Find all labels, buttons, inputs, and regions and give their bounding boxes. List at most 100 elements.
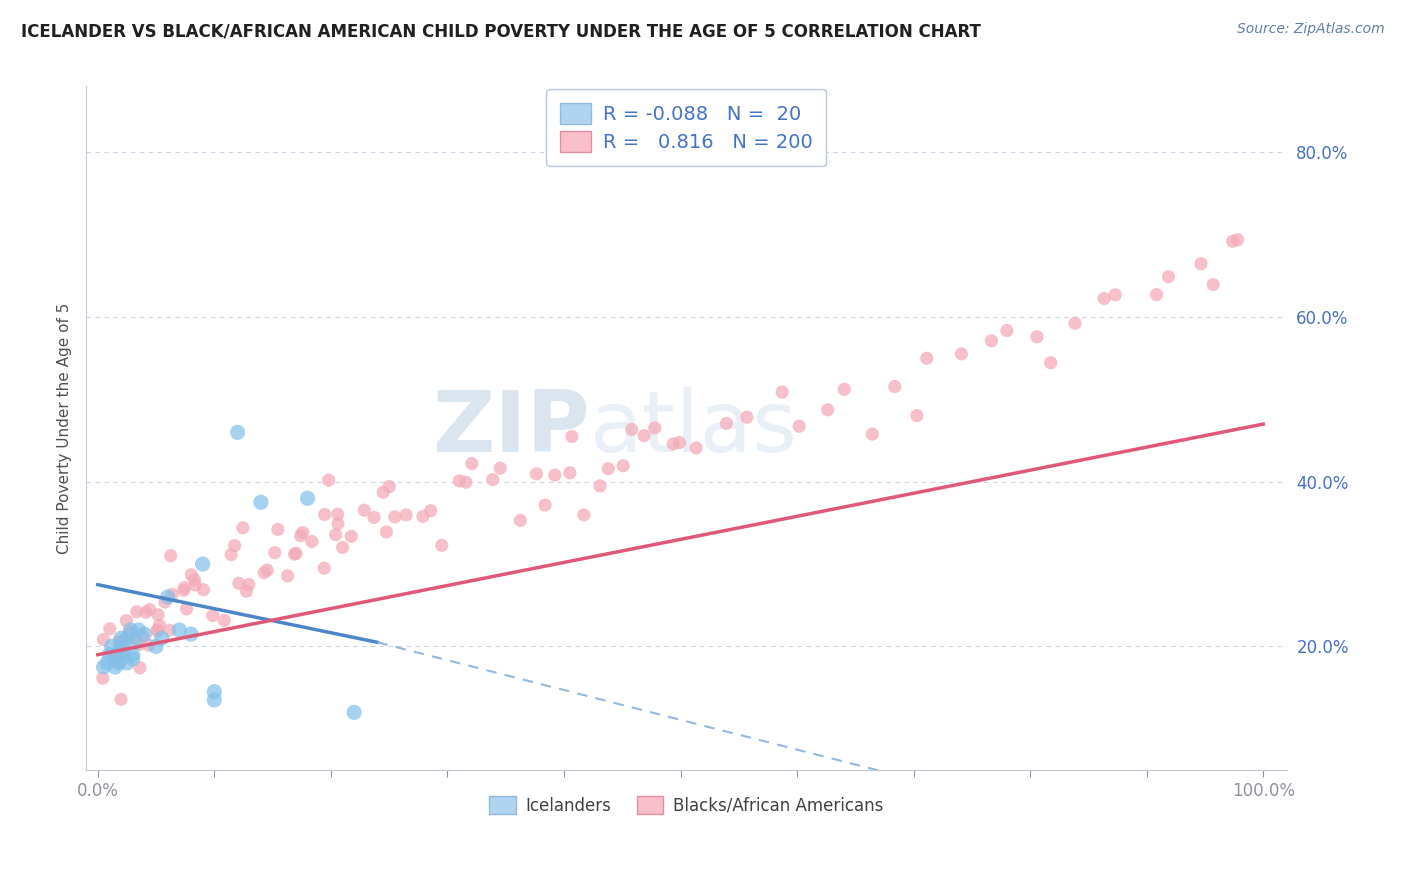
Point bbox=[1092, 292, 1115, 306]
Point bbox=[156, 590, 179, 604]
Point bbox=[318, 473, 340, 487]
Point bbox=[267, 522, 290, 536]
Point bbox=[1157, 269, 1180, 284]
Point bbox=[235, 584, 257, 599]
Point bbox=[325, 527, 347, 541]
Point bbox=[110, 640, 132, 655]
Point bbox=[373, 485, 395, 500]
Point bbox=[1039, 356, 1062, 370]
Point bbox=[572, 508, 595, 522]
Point bbox=[340, 529, 363, 543]
Point bbox=[148, 618, 170, 632]
Point bbox=[228, 576, 250, 591]
Point bbox=[232, 521, 254, 535]
Point bbox=[633, 428, 655, 442]
Point bbox=[183, 573, 205, 587]
Point bbox=[285, 546, 308, 560]
Point bbox=[1202, 277, 1225, 292]
Point bbox=[461, 457, 484, 471]
Point bbox=[1026, 330, 1049, 344]
Point bbox=[950, 347, 973, 361]
Point bbox=[121, 631, 143, 645]
Point bbox=[395, 508, 418, 522]
Point bbox=[526, 467, 548, 481]
Point bbox=[620, 422, 643, 436]
Point bbox=[612, 458, 634, 473]
Point bbox=[111, 641, 134, 656]
Point bbox=[110, 655, 132, 669]
Point bbox=[146, 624, 169, 639]
Point bbox=[662, 437, 685, 451]
Point bbox=[558, 466, 581, 480]
Point bbox=[146, 623, 169, 637]
Point bbox=[363, 510, 385, 524]
Point bbox=[995, 324, 1018, 338]
Point bbox=[860, 427, 883, 442]
Point bbox=[834, 382, 856, 396]
Point bbox=[980, 334, 1002, 348]
Point bbox=[162, 588, 184, 602]
Point bbox=[263, 546, 285, 560]
Text: ICELANDER VS BLACK/AFRICAN AMERICAN CHILD POVERTY UNDER THE AGE OF 5 CORRELATION: ICELANDER VS BLACK/AFRICAN AMERICAN CHIL… bbox=[21, 22, 981, 40]
Point bbox=[314, 561, 336, 575]
Point bbox=[98, 622, 121, 636]
Point bbox=[121, 648, 143, 662]
Point bbox=[138, 638, 160, 652]
Point bbox=[124, 635, 146, 649]
Point bbox=[716, 417, 738, 431]
Point bbox=[332, 541, 354, 555]
Point bbox=[150, 631, 173, 645]
Point bbox=[256, 563, 278, 577]
Point bbox=[290, 529, 312, 543]
Point bbox=[1189, 257, 1212, 271]
Point bbox=[159, 624, 181, 638]
Point bbox=[201, 608, 224, 623]
Point bbox=[1146, 287, 1168, 301]
Point bbox=[353, 503, 375, 517]
Point bbox=[668, 435, 690, 450]
Point bbox=[735, 410, 758, 425]
Point bbox=[384, 510, 406, 524]
Y-axis label: Child Poverty Under the Age of 5: Child Poverty Under the Age of 5 bbox=[58, 302, 72, 554]
Text: ZIP: ZIP bbox=[433, 386, 591, 470]
Point bbox=[129, 661, 152, 675]
Point bbox=[125, 605, 148, 619]
Point bbox=[145, 640, 167, 654]
Point bbox=[176, 602, 198, 616]
Point bbox=[214, 614, 236, 628]
Point bbox=[110, 692, 132, 706]
Text: Source: ZipAtlas.com: Source: ZipAtlas.com bbox=[1237, 22, 1385, 37]
Point bbox=[128, 623, 150, 637]
Point bbox=[883, 379, 905, 393]
Point bbox=[817, 402, 839, 417]
Point bbox=[412, 509, 434, 524]
Point bbox=[314, 508, 336, 522]
Point bbox=[770, 385, 793, 400]
Point bbox=[1104, 287, 1126, 301]
Point bbox=[184, 578, 207, 592]
Legend: Icelanders, Blacks/African Americans: Icelanders, Blacks/African Americans bbox=[481, 788, 891, 823]
Point bbox=[169, 623, 191, 637]
Point bbox=[283, 547, 305, 561]
Point bbox=[115, 614, 138, 628]
Point bbox=[146, 607, 169, 622]
Point bbox=[120, 623, 142, 637]
Point bbox=[159, 549, 181, 563]
Point bbox=[153, 595, 176, 609]
Point bbox=[180, 567, 202, 582]
Point bbox=[91, 671, 114, 685]
Point bbox=[509, 513, 531, 527]
Point bbox=[378, 479, 401, 493]
Point bbox=[277, 569, 299, 583]
Point bbox=[419, 504, 441, 518]
Point bbox=[297, 491, 319, 506]
Point bbox=[301, 534, 323, 549]
Point bbox=[121, 652, 143, 666]
Point bbox=[193, 582, 215, 597]
Point bbox=[134, 627, 156, 641]
Point bbox=[98, 648, 121, 662]
Point bbox=[238, 577, 260, 591]
Point bbox=[104, 648, 127, 662]
Point bbox=[326, 516, 349, 531]
Point bbox=[112, 643, 135, 657]
